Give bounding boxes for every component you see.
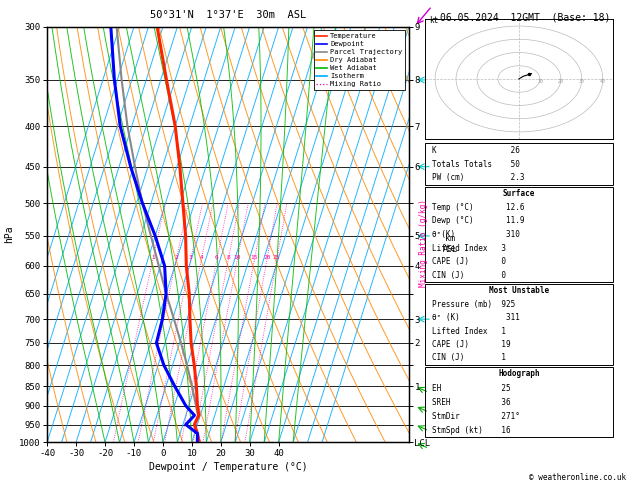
Text: 06.05.2024  12GMT  (Base: 18): 06.05.2024 12GMT (Base: 18)	[440, 12, 610, 22]
Text: 30: 30	[579, 79, 585, 84]
Text: Most Unstable: Most Unstable	[489, 286, 549, 295]
Text: Pressure (mb)  925: Pressure (mb) 925	[432, 300, 515, 309]
Text: EH             25: EH 25	[432, 383, 511, 393]
Text: 1: 1	[151, 255, 155, 260]
Y-axis label: km
ASL: km ASL	[442, 235, 457, 254]
Text: 10: 10	[537, 79, 543, 84]
Text: CAPE (J)       19: CAPE (J) 19	[432, 340, 511, 349]
Text: StmSpd (kt)    16: StmSpd (kt) 16	[432, 426, 511, 435]
Text: 3: 3	[189, 255, 192, 260]
Text: Totals Totals    50: Totals Totals 50	[432, 159, 520, 169]
Text: 2: 2	[174, 255, 178, 260]
Text: CIN (J)        0: CIN (J) 0	[432, 271, 506, 279]
Text: StmDir         271°: StmDir 271°	[432, 412, 520, 421]
Text: © weatheronline.co.uk: © weatheronline.co.uk	[529, 473, 626, 482]
Text: PW (cm)          2.3: PW (cm) 2.3	[432, 174, 525, 182]
Text: kt: kt	[429, 17, 438, 25]
Text: 15: 15	[250, 255, 258, 260]
Text: 6: 6	[215, 255, 219, 260]
Text: 40: 40	[600, 79, 606, 84]
Text: Hodograph: Hodograph	[498, 369, 540, 379]
Text: K                26: K 26	[432, 146, 520, 155]
Text: 4: 4	[199, 255, 203, 260]
Text: 10: 10	[233, 255, 241, 260]
Text: Dewp (°C)       11.9: Dewp (°C) 11.9	[432, 216, 525, 226]
Text: 20: 20	[263, 255, 270, 260]
Text: Temp (°C)       12.6: Temp (°C) 12.6	[432, 203, 525, 212]
Text: CIN (J)        1: CIN (J) 1	[432, 353, 506, 363]
Text: Surface: Surface	[503, 190, 535, 198]
Text: 50°31'N  1°37'E  30m  ASL: 50°31'N 1°37'E 30m ASL	[150, 11, 306, 20]
Text: CAPE (J)       0: CAPE (J) 0	[432, 257, 506, 266]
Text: Lifted Index   1: Lifted Index 1	[432, 327, 506, 336]
Text: Mixing Ratio (g/kg): Mixing Ratio (g/kg)	[419, 199, 428, 287]
Text: SREH           36: SREH 36	[432, 398, 511, 407]
Text: 25: 25	[273, 255, 281, 260]
Text: 8: 8	[226, 255, 230, 260]
Text: θᵉ (K)          311: θᵉ (K) 311	[432, 313, 520, 322]
X-axis label: Dewpoint / Temperature (°C): Dewpoint / Temperature (°C)	[148, 462, 308, 472]
Y-axis label: hPa: hPa	[4, 226, 14, 243]
Text: θᵉ(K)           310: θᵉ(K) 310	[432, 230, 520, 239]
Legend: Temperature, Dewpoint, Parcel Trajectory, Dry Adiabat, Wet Adiabat, Isotherm, Mi: Temperature, Dewpoint, Parcel Trajectory…	[314, 30, 405, 90]
Text: 20: 20	[558, 79, 564, 84]
Text: Lifted Index   3: Lifted Index 3	[432, 243, 506, 253]
